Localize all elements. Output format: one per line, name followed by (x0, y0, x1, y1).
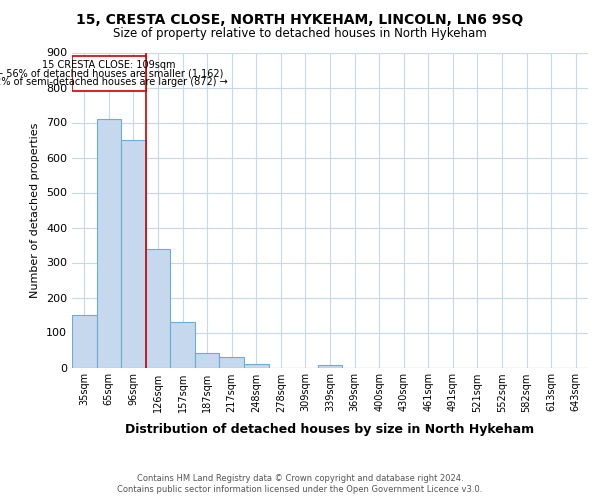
Bar (97, 119, 121, 368)
Text: 15 CRESTA CLOSE: 109sqm: 15 CRESTA CLOSE: 109sqm (42, 60, 176, 70)
X-axis label: Distribution of detached houses by size in North Hykeham: Distribution of detached houses by size … (125, 423, 535, 436)
Bar (146, 248, 170, 368)
Bar (195, 353, 220, 368)
Text: ← 56% of detached houses are smaller (1,162): ← 56% of detached houses are smaller (1,… (0, 68, 223, 78)
Bar (121, 140, 146, 368)
Text: Contains HM Land Registry data © Crown copyright and database right 2024.
Contai: Contains HM Land Registry data © Crown c… (118, 474, 482, 494)
Bar (72, 315, 97, 368)
Bar (220, 357, 244, 368)
Y-axis label: Number of detached properties: Number of detached properties (31, 122, 40, 298)
Bar (318, 364, 342, 368)
FancyBboxPatch shape (72, 56, 146, 91)
Text: 42% of semi-detached houses are larger (872) →: 42% of semi-detached houses are larger (… (0, 77, 228, 87)
Bar (170, 322, 195, 368)
Text: 15, CRESTA CLOSE, NORTH HYKEHAM, LINCOLN, LN6 9SQ: 15, CRESTA CLOSE, NORTH HYKEHAM, LINCOLN… (76, 12, 524, 26)
Text: Size of property relative to detached houses in North Hykeham: Size of property relative to detached ho… (113, 28, 487, 40)
Bar (244, 364, 269, 368)
